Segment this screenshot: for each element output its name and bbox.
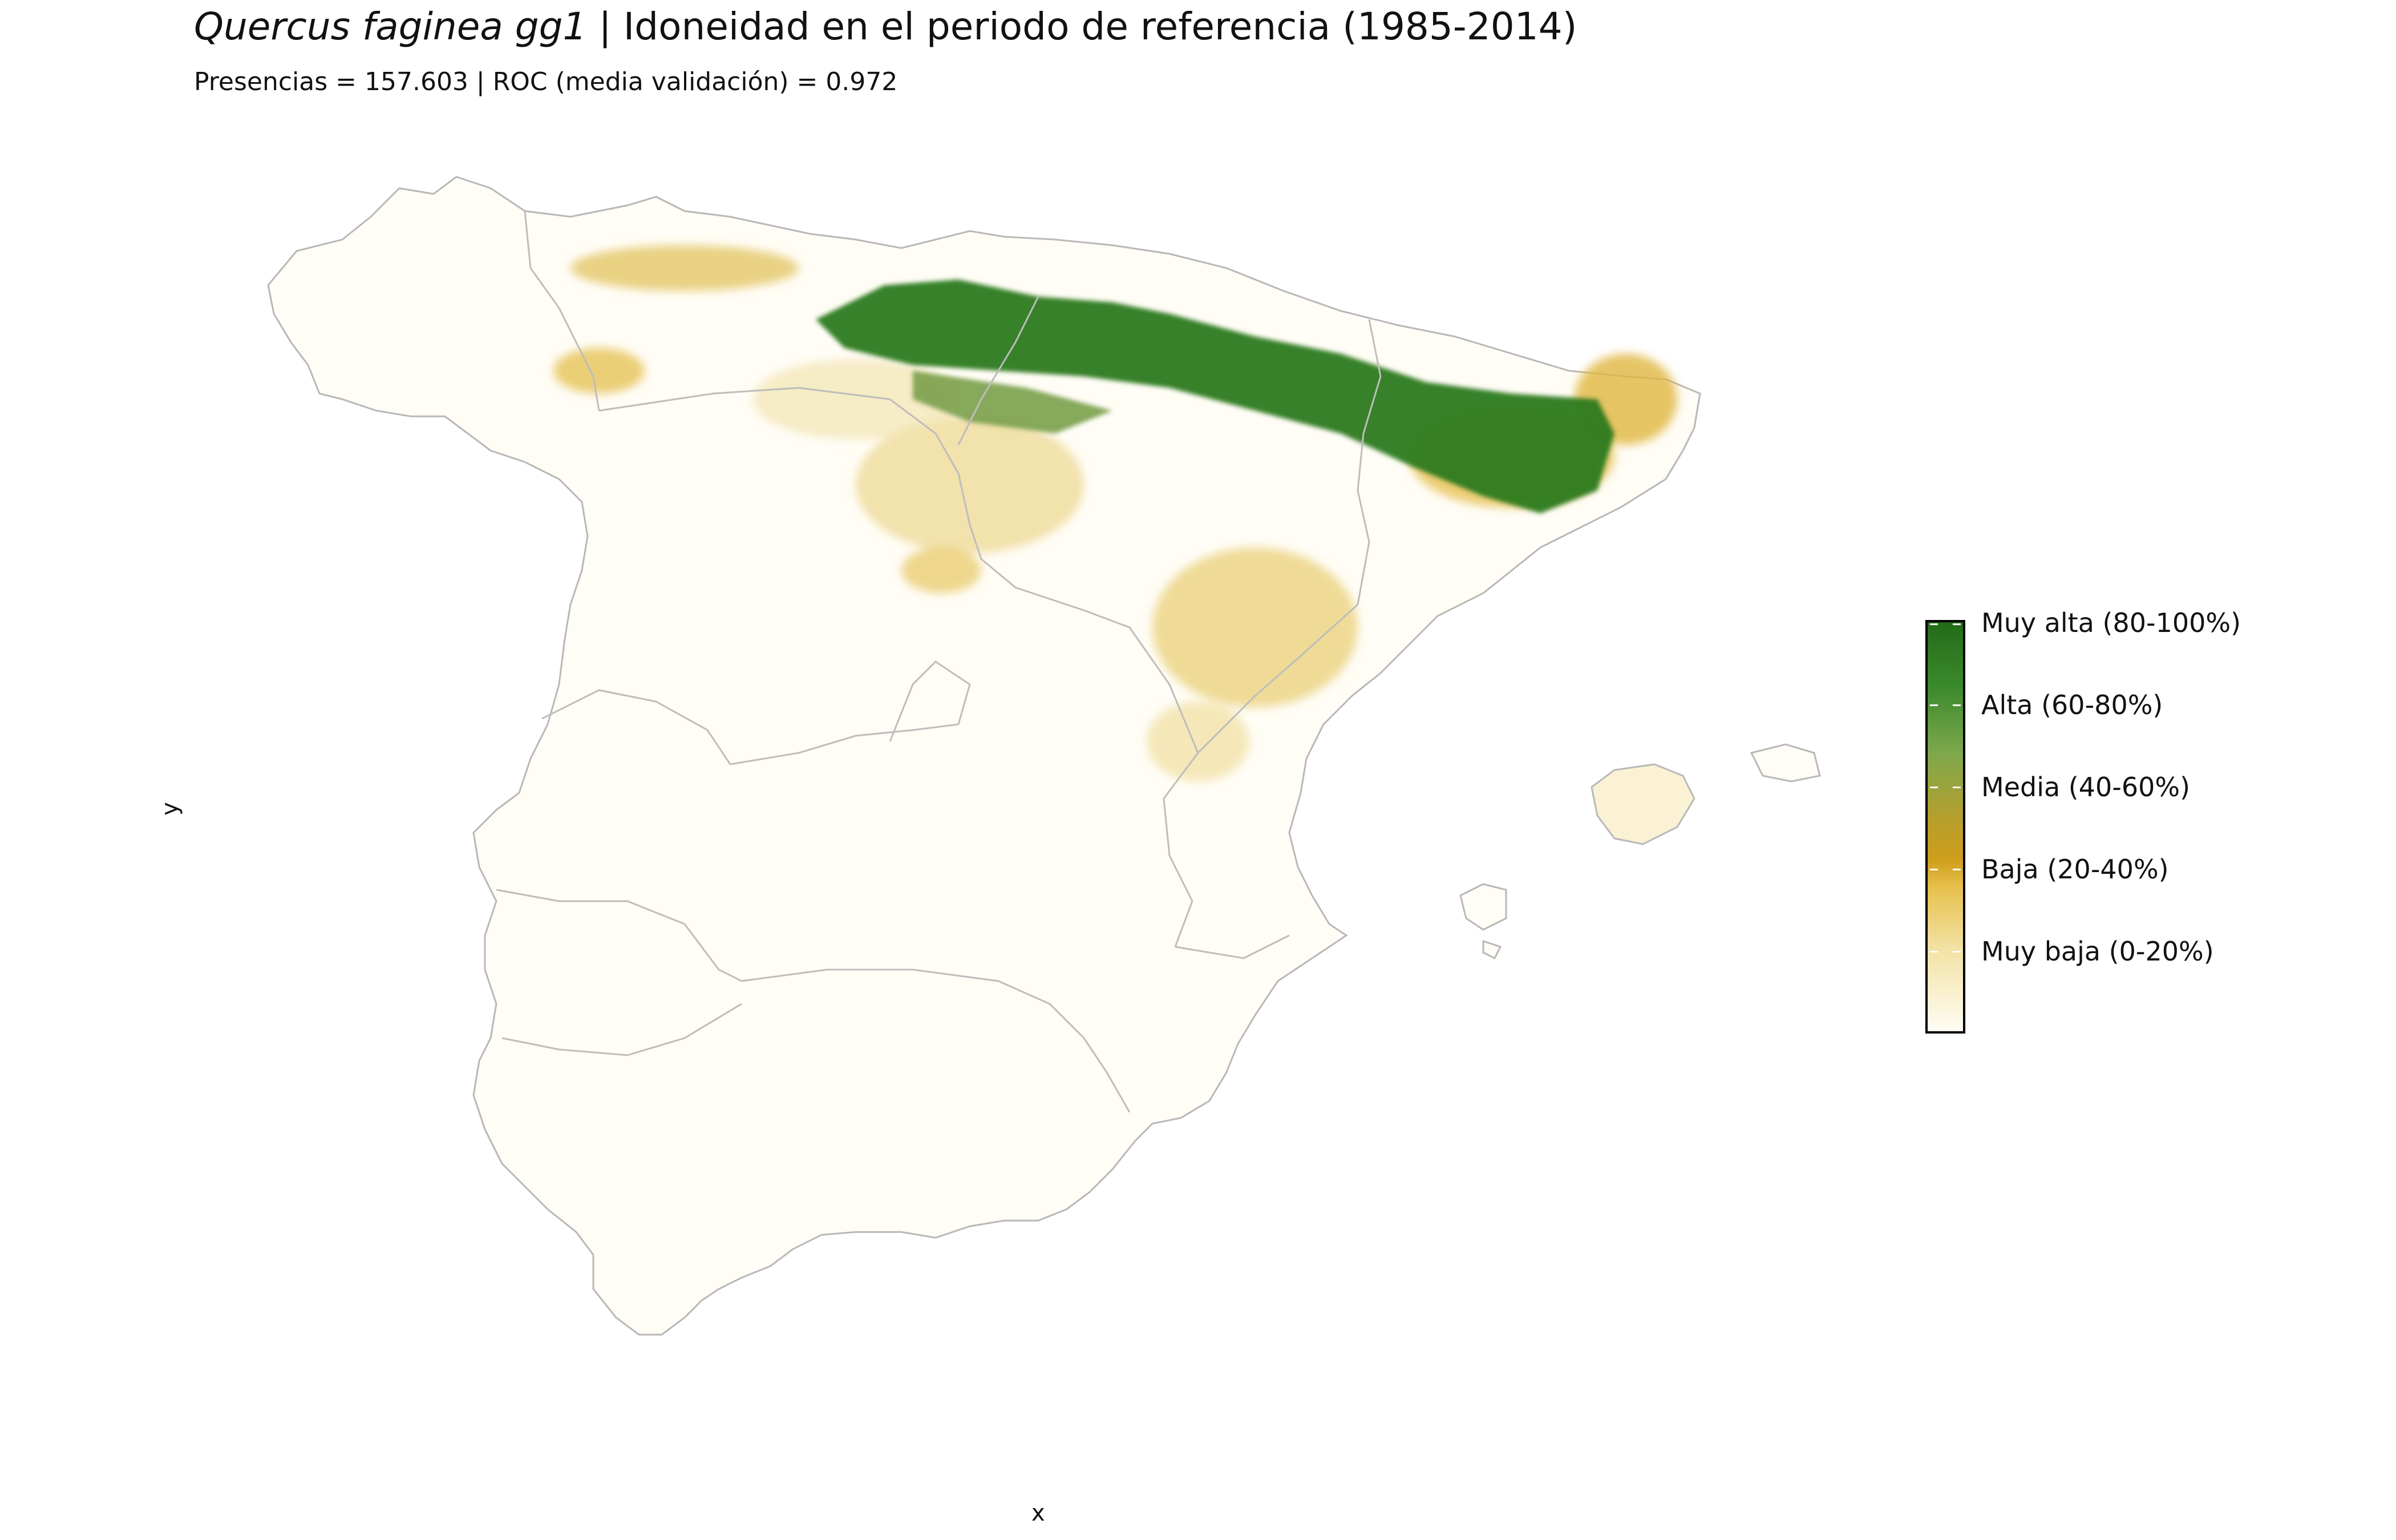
legend-tick-left	[1930, 787, 1938, 788]
legend-tick-right	[1953, 704, 1961, 706]
species-name: Quercus faginea gg1	[194, 5, 587, 48]
x-axis-label: x	[1031, 1500, 1045, 1526]
map-subtitle: Presencias = 157.603 | ROC (media valida…	[194, 67, 898, 96]
ibiza	[1459, 883, 1507, 931]
formentera	[1482, 939, 1502, 960]
legend-tick-right	[1953, 869, 1961, 870]
legend-label-media: Media (40-60%)	[1981, 772, 2191, 803]
suitability-high-band	[816, 279, 1614, 513]
legend-label-muy-baja: Muy baja (0-20%)	[1981, 936, 2214, 967]
menorca	[1750, 743, 1821, 783]
title-rest: | Idoneidad en el periodo de referencia …	[586, 5, 1577, 48]
legend-tick-left	[1930, 951, 1938, 953]
legend-tick-left	[1930, 623, 1938, 625]
mallorca	[1590, 763, 1695, 845]
legend-tick-left	[1930, 869, 1938, 870]
legend-label-muy-alta: Muy alta (80-100%)	[1981, 607, 2241, 638]
legend-label-alta: Alta (60-80%)	[1981, 690, 2163, 720]
mainland-spain	[267, 176, 1701, 1336]
legend-tick-left	[1930, 704, 1938, 706]
y-axis-label: y	[156, 802, 183, 816]
legend-colorbar	[1925, 620, 1965, 1034]
legend-label-baja: Baja (20-40%)	[1981, 854, 2169, 885]
legend-tick-right	[1953, 623, 1961, 625]
legend-tick-right	[1953, 951, 1961, 953]
map-title: Quercus faginea gg1 | Idoneidad en el pe…	[194, 5, 1577, 48]
legend-tick-right	[1953, 787, 1961, 788]
region-borders	[496, 210, 1382, 1113]
